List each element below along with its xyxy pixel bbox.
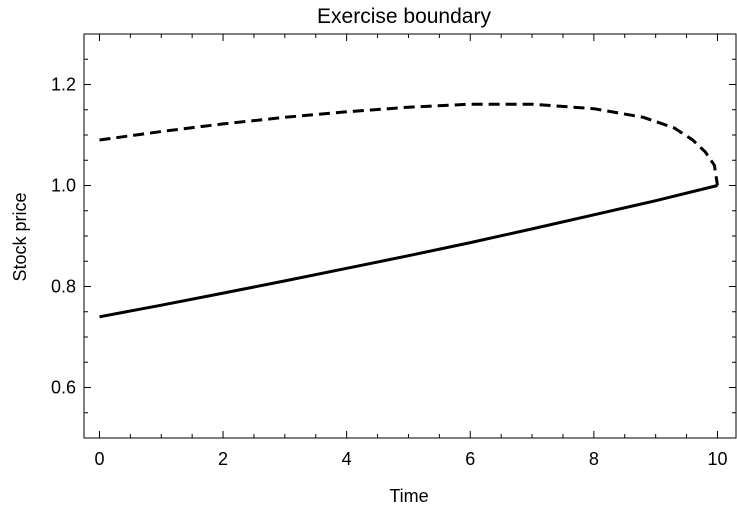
y-tick-label: 0.6 — [51, 378, 76, 398]
x-tick-label: 4 — [342, 449, 352, 469]
lower-boundary-solid-line — [99, 184, 718, 319]
axis-ticks: 0 2 4 6 8 10 0.6 0.8 1.0 1.2 — [51, 33, 736, 469]
x-tick-label: 6 — [465, 449, 475, 469]
x-tick-label: 8 — [589, 449, 599, 469]
series-layer — [99, 102, 719, 319]
x-tick-label: 10 — [707, 449, 727, 469]
x-tick-label: 2 — [218, 449, 228, 469]
chart-title: Exercise boundary — [317, 5, 491, 28]
y-axis-label: Stock price — [10, 192, 30, 281]
y-tick-label: 0.8 — [51, 277, 76, 297]
y-tick-label: 1.0 — [51, 176, 76, 196]
plot-border — [83, 33, 737, 439]
x-axis-label: Time — [389, 486, 428, 506]
y-tick-label: 1.2 — [51, 75, 76, 95]
x-tick-label: 0 — [94, 449, 104, 469]
upper-boundary-dashed-line — [99, 102, 719, 186]
plot-frame — [83, 33, 737, 439]
